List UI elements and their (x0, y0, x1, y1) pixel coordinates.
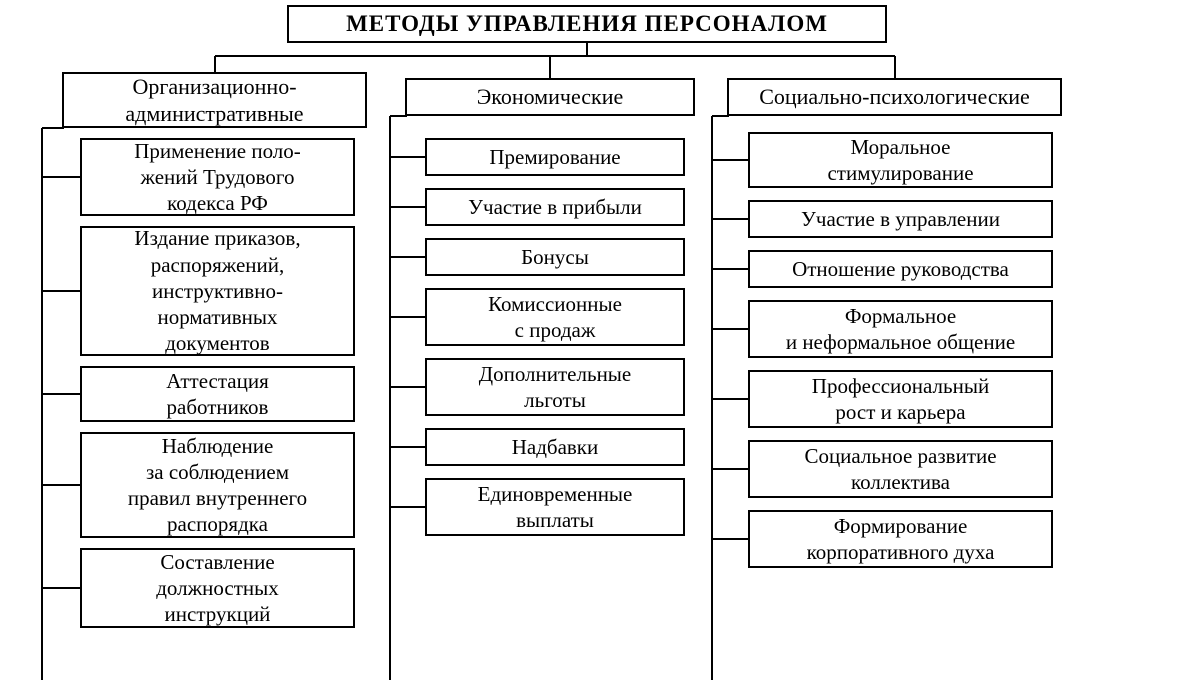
leaf-soc-0-label: Моральноестимулирование (827, 134, 973, 187)
leaf-econ-2: Бонусы (425, 238, 685, 276)
leaf-soc-6: Формированиекорпоративного духа (748, 510, 1053, 568)
category-soc-label: Социально-психологические (759, 83, 1030, 111)
category-econ: Экономические (405, 78, 695, 116)
leaf-econ-4-label: Дополнительныельготы (479, 361, 631, 414)
category-org-label: Организационно-административные (125, 73, 303, 128)
leaf-econ-2-label: Бонусы (521, 244, 589, 270)
leaf-soc-2: Отношение руководства (748, 250, 1053, 288)
leaf-soc-5: Социальное развитиеколлектива (748, 440, 1053, 498)
leaf-org-2: Аттестацияработников (80, 366, 355, 422)
leaf-econ-6-label: Единовременныевыплаты (478, 481, 633, 534)
leaf-soc-6-label: Формированиекорпоративного духа (807, 513, 995, 566)
leaf-soc-2-label: Отношение руководства (792, 256, 1009, 282)
leaf-org-4-label: Составлениедолжностныхинструкций (156, 549, 279, 628)
leaf-econ-3-label: Комиссионныес продаж (488, 291, 622, 344)
leaf-econ-4: Дополнительныельготы (425, 358, 685, 416)
leaf-econ-0: Премирование (425, 138, 685, 176)
root-box: МЕТОДЫ УПРАВЛЕНИЯ ПЕРСОНАЛОМ (287, 5, 887, 43)
leaf-org-3: Наблюдениеза соблюдениемправил внутренне… (80, 432, 355, 538)
leaf-econ-5: Надбавки (425, 428, 685, 466)
leaf-soc-0: Моральноестимулирование (748, 132, 1053, 188)
category-soc: Социально-психологические (727, 78, 1062, 116)
category-econ-label: Экономические (477, 83, 624, 111)
leaf-soc-3: Формальноеи неформальное общение (748, 300, 1053, 358)
leaf-org-0-label: Применение поло-жений Трудовогокодекса Р… (134, 138, 301, 217)
leaf-econ-0-label: Премирование (489, 144, 620, 170)
leaf-econ-5-label: Надбавки (512, 434, 599, 460)
category-org: Организационно-административные (62, 72, 367, 128)
leaf-soc-3-label: Формальноеи неформальное общение (786, 303, 1015, 356)
leaf-econ-1: Участие в прибыли (425, 188, 685, 226)
leaf-econ-3: Комиссионныес продаж (425, 288, 685, 346)
leaf-org-1: Издание приказов,распоряжений,инструктив… (80, 226, 355, 356)
leaf-org-3-label: Наблюдениеза соблюдениемправил внутренне… (128, 433, 307, 538)
leaf-soc-4: Профессиональныйрост и карьера (748, 370, 1053, 428)
leaf-soc-5-label: Социальное развитиеколлектива (804, 443, 996, 496)
leaf-econ-6: Единовременныевыплаты (425, 478, 685, 536)
leaf-org-4: Составлениедолжностныхинструкций (80, 548, 355, 628)
leaf-soc-1-label: Участие в управлении (801, 206, 1000, 232)
leaf-org-2-label: Аттестацияработников (166, 368, 269, 421)
leaf-org-0: Применение поло-жений Трудовогокодекса Р… (80, 138, 355, 216)
leaf-soc-1: Участие в управлении (748, 200, 1053, 238)
leaf-econ-1-label: Участие в прибыли (468, 194, 642, 220)
root-box-label: МЕТОДЫ УПРАВЛЕНИЯ ПЕРСОНАЛОМ (346, 10, 828, 39)
leaf-org-1-label: Издание приказов,распоряжений,инструктив… (134, 225, 300, 356)
leaf-soc-4-label: Профессиональныйрост и карьера (812, 373, 989, 426)
